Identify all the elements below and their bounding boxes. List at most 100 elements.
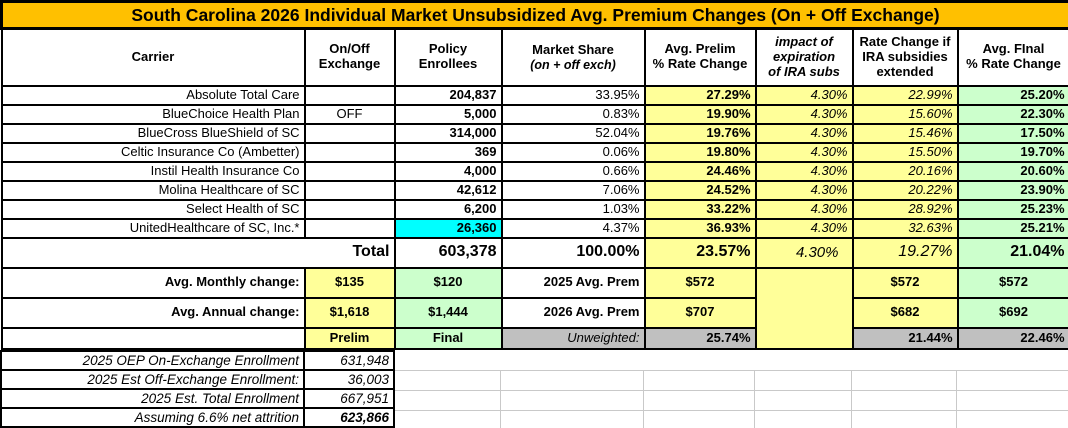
grid-line <box>393 409 1068 411</box>
total-ira-impact: 4.30% <box>754 236 854 269</box>
market-share-cell: 0.06% <box>500 141 646 163</box>
rate-if-extended-cell: 20.22% <box>851 179 959 201</box>
prelim-rate-cell: 19.80% <box>643 141 757 163</box>
carrier-name-cell: Select Health of SC <box>0 198 306 220</box>
carrier-row: Molina Healthcare of SC 42,612 7.06% 24.… <box>0 179 1068 201</box>
avg-monthly-change-row: Avg. Monthly change: $135 $120 2025 Avg.… <box>0 266 1068 350</box>
header-avg-final-rate-change: Avg. FInal % Rate Change <box>956 27 1068 87</box>
on-off-cell: OFF <box>303 103 396 125</box>
final-rate-cell: 19.70% <box>956 141 1068 163</box>
on-off-cell <box>303 122 396 144</box>
prelim-rate-cell: 27.29% <box>643 84 757 106</box>
on-off-cell <box>303 141 396 163</box>
final-rate-cell: 17.50% <box>956 122 1068 144</box>
ira-impact-cell: 4.30% <box>754 179 854 201</box>
total-prelim-rate: 23.57% <box>643 236 757 269</box>
enrollees-cell: 6,200 <box>393 198 503 220</box>
annual-change-prelim: $1,618 <box>303 296 396 329</box>
note-value: 631,948 <box>303 349 395 371</box>
rate-if-extended-cell: 15.50% <box>851 141 959 163</box>
unweighted-final: 22.46% <box>956 326 1068 350</box>
grid-line <box>851 369 852 428</box>
enrollees-cell: 369 <box>393 141 503 163</box>
header-carrier: Carrier <box>0 27 306 87</box>
premium-change-table: South Carolina 2026 Individual Market Un… <box>0 0 1068 350</box>
total-label: Total <box>0 236 396 269</box>
carrier-name-cell: Instil Health Insurance Co <box>0 160 306 182</box>
prelim-final-row: Prelim Final Unweighted: 25.74% 21.44% 2… <box>0 326 1068 350</box>
market-share-cell: 0.83% <box>500 103 646 125</box>
avg-annual-change-label: Avg. Annual change: <box>0 296 306 329</box>
enrollees-cell: 314,000 <box>393 122 503 144</box>
ira-impact-cell: 4.30% <box>754 141 854 163</box>
note-label: 2025 OEP On-Exchange Enrollment <box>0 349 305 371</box>
note-value: 36,003 <box>303 368 395 390</box>
note-label: 2025 Est. Total Enrollment <box>0 387 305 409</box>
header-rate-change-if-extended: Rate Change if IRA subsidies extended <box>851 27 959 87</box>
market-share-cell: 33.95% <box>500 84 646 106</box>
grid-line <box>393 369 1068 371</box>
unweighted-extended: 21.44% <box>851 326 959 350</box>
enrollees-cell: 204,837 <box>393 84 503 106</box>
grid-line <box>754 369 755 428</box>
header-policy-enrollees: Policy Enrollees <box>393 27 503 87</box>
grid-line <box>393 389 1068 391</box>
prem-2026-prelim: $707 <box>643 296 757 329</box>
prem-2025-extended: $572 <box>851 266 959 299</box>
final-rate-cell: 25.20% <box>956 84 1068 106</box>
final-rate-cell: 25.21% <box>956 217 1068 239</box>
final-rate-cell: 22.30% <box>956 103 1068 125</box>
rate-if-extended-cell: 32.63% <box>851 217 959 239</box>
on-off-cell <box>303 198 396 220</box>
total-market-share: 100.00% <box>500 236 646 269</box>
carrier-row: BlueChoice Health Plan OFF 5,000 0.83% 1… <box>0 103 1068 125</box>
market-share-cell: 52.04% <box>500 122 646 144</box>
header-market-share-line1: Market Share <box>532 41 614 57</box>
carrier-name-cell: BlueCross BlueShield of SC <box>0 122 306 144</box>
carrier-name-cell: Molina Healthcare of SC <box>0 179 306 201</box>
on-off-cell <box>303 84 396 106</box>
carrier-name-cell: Celtic Insurance Co (Ambetter) <box>0 141 306 163</box>
prem-2026-label: 2026 Avg. Prem <box>500 296 646 329</box>
header-on-off-exchange: On/Off Exchange <box>303 27 396 87</box>
total-enrollees: 603,378 <box>393 236 503 269</box>
bottom-section: 2025 OEP On-Exchange Enrollment 631,948 … <box>0 349 1068 428</box>
final-rate-cell: 25.23% <box>956 198 1068 220</box>
enrollees-cell-highlighted: 26,360 <box>393 217 503 239</box>
ira-impact-cell: 4.30% <box>754 122 854 144</box>
market-share-cell: 7.06% <box>500 179 646 201</box>
ira-impact-cell: 4.30% <box>754 103 854 125</box>
rate-if-extended-cell: 15.46% <box>851 122 959 144</box>
enrollees-cell: 5,000 <box>393 103 503 125</box>
table-title: South Carolina 2026 Individual Market Un… <box>0 0 1068 30</box>
ira-impact-cell: 4.30% <box>754 84 854 106</box>
note-row: 2025 OEP On-Exchange Enrollment 631,948 <box>0 349 395 371</box>
avg-annual-change-row: Avg. Annual change: $1,618 $1,444 2026 A… <box>0 296 1068 329</box>
prelim-rate-cell: 36.93% <box>643 217 757 239</box>
note-label: Assuming 6.6% net attrition <box>0 406 305 428</box>
monthly-change-prelim: $135 <box>303 266 396 299</box>
prelim-rate-cell: 24.52% <box>643 179 757 201</box>
note-value: 667,951 <box>303 387 395 409</box>
ira-impact-cell: 4.30% <box>754 198 854 220</box>
header-market-share-line2: (on + off exch) <box>530 57 616 72</box>
grid-line <box>500 369 501 428</box>
market-share-cell: 0.66% <box>500 160 646 182</box>
total-row: Total 603,378 100.00% 23.57% 4.30% 19.27… <box>0 236 1068 269</box>
carrier-row: BlueCross BlueShield of SC 314,000 52.04… <box>0 122 1068 144</box>
prem-2025-label: 2025 Avg. Prem <box>500 266 646 299</box>
note-label: 2025 Est Off-Exchange Enrollment: <box>0 368 305 390</box>
ira-impact-empty-cell <box>754 266 854 350</box>
carrier-name-cell: UnitedHealthcare of SC, Inc.* <box>0 217 306 239</box>
final-column-label: Final <box>393 326 503 350</box>
header-ira-impact: impact of expiration of IRA subs <box>754 27 854 87</box>
empty-cell <box>0 326 306 350</box>
market-share-cell: 4.37% <box>500 217 646 239</box>
header-market-share: Market Share (on + off exch) <box>500 27 646 87</box>
ira-impact-cell: 4.30% <box>754 160 854 182</box>
on-off-cell <box>303 217 396 239</box>
carrier-row: Celtic Insurance Co (Ambetter) 369 0.06%… <box>0 141 1068 163</box>
prelim-column-label: Prelim <box>303 326 396 350</box>
carrier-name-cell: Absolute Total Care <box>0 84 306 106</box>
annual-change-final: $1,444 <box>393 296 503 329</box>
